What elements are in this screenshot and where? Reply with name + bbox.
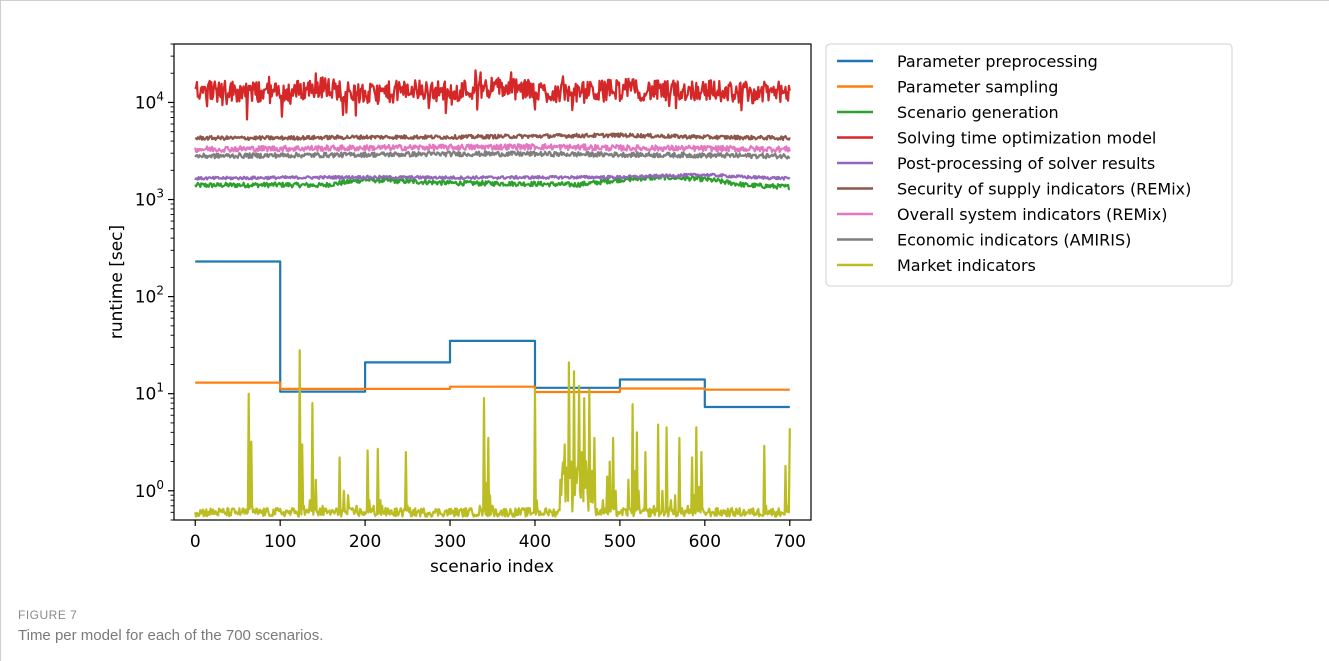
legend-label-parameter-preprocessing: Parameter preprocessing	[897, 52, 1098, 71]
x-tick-label: 600	[689, 532, 721, 552]
series-line-security-of-supply-indicators-remix	[194, 132, 791, 141]
x-tick-label: 700	[774, 532, 806, 552]
legend-label-solving-time-optimization-model: Solving time optimization model	[897, 129, 1156, 148]
y-tick-label: 104	[135, 89, 164, 113]
legend-label-market-indicators: Market indicators	[897, 256, 1036, 275]
series-line-post-processing-of-solver-results	[194, 172, 791, 181]
series-line-overall-system-indicators-remix	[194, 143, 791, 154]
x-tick-label: 100	[264, 532, 296, 552]
series-line-parameter-sampling	[195, 381, 790, 394]
y-tick-label: 102	[135, 284, 164, 308]
figure-label: FIGURE 7	[18, 608, 78, 622]
legend-box	[825, 43, 1233, 287]
legend-label-overall-system-indicators-remix: Overall system indicators (REMix)	[897, 205, 1167, 224]
x-axis: 0 100 200 300 400 500 600 700	[190, 520, 806, 552]
y-axis-label: runtime [sec]	[107, 225, 127, 339]
x-tick-label: 500	[604, 532, 636, 552]
series-line-economic-indicators-amiris	[194, 150, 791, 160]
y-tick-label: 101	[135, 381, 164, 405]
legend-label-post-processing-of-solver-results: Post-processing of solver results	[897, 154, 1155, 173]
series-line-parameter-preprocessing	[195, 260, 790, 409]
x-tick-label: 300	[434, 532, 466, 552]
plot-area-frame	[173, 43, 812, 521]
legend-label-economic-indicators-amiris: Economic indicators (AMIRIS)	[897, 231, 1131, 250]
series-line-scenario-generation	[194, 173, 790, 191]
x-tick-label: 400	[519, 532, 551, 552]
series-line-solving-time-optimization-model	[194, 69, 791, 121]
y-axis: 100 101 102 103 104	[135, 43, 174, 521]
y-tick-label: 100	[135, 478, 164, 502]
y-tick-label: 103	[135, 187, 164, 211]
frame-top-rule	[0, 0, 1329, 1]
series-line-market-indicators	[194, 349, 791, 518]
x-axis-label: scenario index	[430, 557, 554, 577]
x-tick-label: 200	[349, 532, 381, 552]
frame-left-rule	[0, 0, 1, 661]
figure-caption: Time per model for each of the 700 scena…	[18, 627, 324, 644]
x-tick-label: 0	[190, 532, 201, 552]
legend-label-scenario-generation: Scenario generation	[897, 103, 1059, 122]
legend-label-parameter-sampling: Parameter sampling	[897, 78, 1058, 97]
runtime-chart: 0 100 200 300 400 500 600 700 100 101 102 103 104 s…	[107, 43, 1233, 577]
legend-label-security-of-supply-indicators-remix: Security of supply indicators (REMix)	[897, 180, 1191, 199]
series-layer	[194, 69, 791, 518]
legend: Parameter preprocessing Parameter samplin…	[825, 43, 1233, 287]
